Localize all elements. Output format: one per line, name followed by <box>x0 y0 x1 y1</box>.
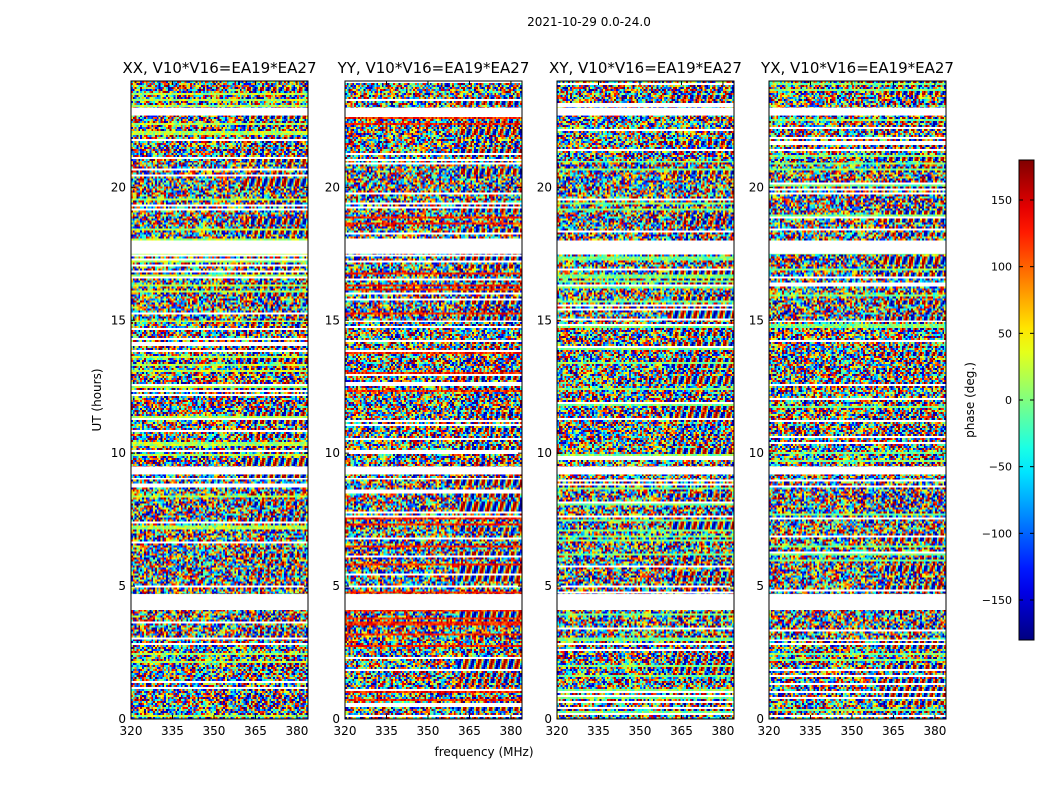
panel-frame <box>130 80 309 720</box>
colorbar-tick-label: −50 <box>989 461 1012 474</box>
x-tick-label: 365 <box>882 724 905 738</box>
flagged-gap <box>131 466 308 475</box>
colorbar-label: phase (deg.) <box>963 362 977 438</box>
y-tick-label: 0 <box>118 712 126 726</box>
y-tick-label: 15 <box>537 313 552 327</box>
y-tick-label: 15 <box>111 313 126 327</box>
flagged-gap <box>131 107 308 116</box>
panel-frame <box>344 80 523 720</box>
x-tick-label: 380 <box>285 724 308 738</box>
x-tick-label: 365 <box>670 724 693 738</box>
flagged-gap <box>131 240 308 254</box>
y-tick-label: 0 <box>756 712 764 726</box>
y-tick-label: 5 <box>544 579 552 593</box>
colorbar-tick-label: 150 <box>991 194 1012 207</box>
x-tick-label: 380 <box>711 724 734 738</box>
x-tick-label: 320 <box>546 724 569 738</box>
panel-frame <box>556 80 735 720</box>
panel-heatmap-image <box>557 81 734 719</box>
y-axis-label: UT (hours) <box>90 368 104 431</box>
y-tick-label: 5 <box>332 579 340 593</box>
flagged-gap <box>131 594 308 611</box>
colorbar-tick-label: 50 <box>998 327 1012 340</box>
flagged-gap <box>345 466 522 475</box>
figure-suptitle: 2021-10-29 0.0-24.0 <box>527 15 651 29</box>
colorbar: 150 100 50 0 −50 −100 −150 phase (deg.) <box>963 159 1035 641</box>
colorbar-tick-label: −100 <box>982 527 1012 540</box>
x-tick-label: 350 <box>203 724 226 738</box>
flagged-gap <box>345 107 522 116</box>
y-tick-label: 15 <box>749 313 764 327</box>
x-tick-label: 335 <box>161 724 184 738</box>
x-tick-label: 365 <box>458 724 481 738</box>
colorbar-tick-label: −150 <box>982 594 1012 607</box>
y-tick-label: 20 <box>537 180 552 194</box>
y-tick-label: 10 <box>325 446 340 460</box>
flagged-gap <box>345 240 522 254</box>
x-tick-label: 350 <box>417 724 440 738</box>
panel-title: XX, V10*V16=EA19*EA27 <box>122 59 316 77</box>
y-tick-label: 5 <box>756 579 764 593</box>
flagged-gap <box>769 107 946 116</box>
x-axis-label: frequency (MHz) <box>434 745 533 759</box>
x-tick-label: 365 <box>244 724 267 738</box>
x-tick-label: 320 <box>120 724 143 738</box>
flagged-gap <box>769 466 946 475</box>
panel-1: YY, V10*V16=EA19*EA27 320 335 350 365 380 0 5 10… <box>325 59 530 738</box>
colorbar-tick-label: 0 <box>1005 394 1012 407</box>
x-tick-label: 320 <box>758 724 781 738</box>
y-tick-label: 20 <box>325 180 340 194</box>
x-tick-label: 335 <box>799 724 822 738</box>
flagged-gap <box>557 107 734 116</box>
y-tick-label: 0 <box>332 712 340 726</box>
panel-heatmap-image <box>769 81 946 719</box>
y-tick-label: 15 <box>325 313 340 327</box>
x-tick-label: 335 <box>375 724 398 738</box>
flagged-gap <box>557 594 734 611</box>
x-tick-label: 380 <box>499 724 522 738</box>
flagged-gap <box>345 594 522 611</box>
colorbar-tick-label: 100 <box>991 261 1012 274</box>
flagged-gap <box>769 240 946 254</box>
panel-title: XY, V10*V16=EA19*EA27 <box>549 59 742 77</box>
panel-0: XX, V10*V16=EA19*EA27 320 335 350 365 380 0 5 10… <box>111 59 317 738</box>
flagged-gap <box>557 466 734 475</box>
y-tick-label: 10 <box>749 446 764 460</box>
panel-title: YX, V10*V16=EA19*EA27 <box>760 59 954 77</box>
x-tick-label: 350 <box>841 724 864 738</box>
panel-3: YX, V10*V16=EA19*EA27 320 335 350 365 380 0 5 10… <box>749 59 954 738</box>
x-tick-label: 335 <box>587 724 610 738</box>
panel-heatmap-image <box>345 81 522 719</box>
y-tick-label: 20 <box>749 180 764 194</box>
panel-heatmap-image <box>131 81 308 719</box>
y-tick-label: 0 <box>544 712 552 726</box>
x-tick-label: 380 <box>923 724 946 738</box>
y-tick-label: 10 <box>537 446 552 460</box>
panel-2: XY, V10*V16=EA19*EA27 320 335 350 365 380 0 5 10… <box>537 59 742 738</box>
panel-frame <box>768 80 947 720</box>
y-tick-label: 10 <box>111 446 126 460</box>
y-tick-label: 20 <box>111 180 126 194</box>
x-tick-label: 350 <box>629 724 652 738</box>
flagged-gap <box>769 594 946 611</box>
x-tick-label: 320 <box>334 724 357 738</box>
flagged-gap <box>557 240 734 254</box>
panel-title: YY, V10*V16=EA19*EA27 <box>337 59 530 77</box>
y-tick-label: 5 <box>118 579 126 593</box>
panels-group: XX, V10*V16=EA19*EA27 320 335 350 365 380 0 5 10… <box>111 59 954 738</box>
